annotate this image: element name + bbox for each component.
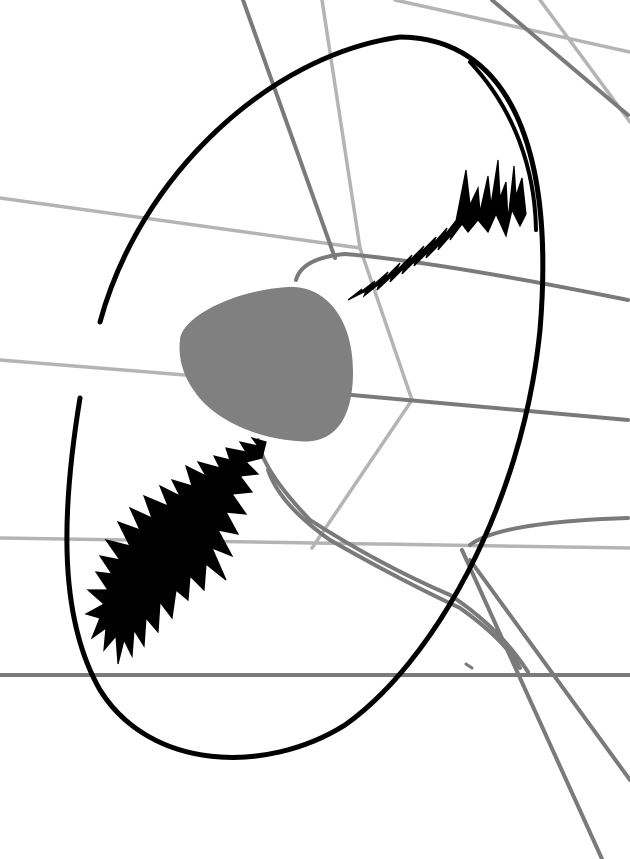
pupil-shape — [179, 286, 354, 442]
guide-line-right-diagonal — [490, 0, 630, 117]
guide-line-upper-cheek — [294, 252, 630, 302]
eye-outline-main — [64, 34, 546, 760]
guide-line-bottom-diagonal-b — [468, 558, 630, 782]
guide-line-mid-horizontal — [0, 358, 187, 377]
guide-line-bottom-diagonal-a — [460, 548, 604, 859]
guide-line-left-post — [241, 0, 337, 260]
guide-line-vertical-bend — [310, 0, 414, 550]
guide-line-curve-outer — [256, 438, 530, 674]
light-guide-lines — [0, 0, 630, 550]
guide-line-inner-mid — [350, 393, 630, 422]
guide-line-upper-horizontal — [0, 196, 362, 250]
guide-line-curve-inner — [266, 468, 522, 670]
eyelash-upper — [347, 159, 527, 301]
eyelash-lower — [84, 436, 267, 665]
eye-outline-inner-rim — [468, 60, 538, 232]
eyelash-marks — [84, 159, 527, 665]
eye-outline — [64, 34, 546, 760]
detail-tick — [464, 662, 474, 670]
guide-line-top-right — [393, 0, 630, 54]
guide-line-lower-cheek — [468, 516, 630, 547]
